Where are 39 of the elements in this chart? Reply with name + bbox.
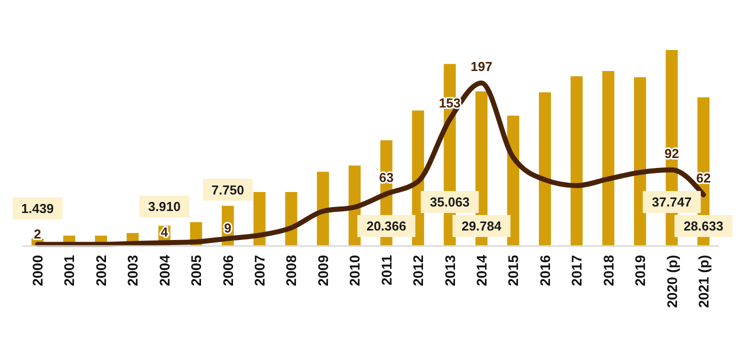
data-label: 1.439: [21, 200, 54, 216]
data-label: 4: [160, 224, 169, 240]
x-tick-label: 2017: [568, 254, 585, 286]
x-tick-label: 2004: [156, 254, 172, 286]
bar: [538, 92, 551, 246]
x-tick-label: 2000: [30, 254, 46, 286]
x-tick-label: 2007: [252, 254, 268, 286]
x-tick-label: 2015: [505, 254, 522, 286]
x-tick-label: 2008: [283, 254, 300, 286]
x-tick-label: 2021 (p): [695, 255, 712, 308]
data-label: 2: [34, 226, 42, 242]
data-label: 37.747: [652, 194, 692, 210]
x-tick-label: 2005: [188, 254, 204, 286]
x-tick-label: 2020 (p): [664, 255, 680, 308]
data-label: 20.366: [366, 218, 406, 234]
data-label: 197: [470, 59, 492, 74]
x-tick-label: 2001: [61, 254, 78, 286]
bar: [602, 71, 614, 246]
x-tick-label: 2002: [92, 254, 109, 286]
data-label: 28.633: [684, 218, 724, 234]
bar: [316, 172, 329, 246]
x-tick-label: 2016: [536, 254, 553, 286]
data-label: 9: [224, 220, 232, 236]
x-tick-label: 2018: [600, 254, 616, 286]
x-tick-label: 2019: [632, 254, 648, 286]
bar: [570, 76, 583, 246]
x-tick-label: 2012: [410, 254, 426, 286]
x-tick-label: 2014: [473, 254, 490, 286]
x-tick-label: 2009: [314, 254, 331, 286]
x-tick-label: 2003: [124, 254, 141, 286]
x-tick-label: 2011: [378, 254, 394, 286]
data-label: 35.063: [430, 194, 470, 210]
data-label: 7.750: [212, 182, 244, 198]
x-tick-label: 2010: [346, 254, 363, 286]
x-tick-label: 2013: [442, 254, 458, 286]
data-label: 29.784: [462, 218, 502, 234]
bar: [634, 77, 646, 246]
x-tick-label: 2006: [220, 254, 236, 286]
data-label: 3.910: [148, 199, 181, 214]
